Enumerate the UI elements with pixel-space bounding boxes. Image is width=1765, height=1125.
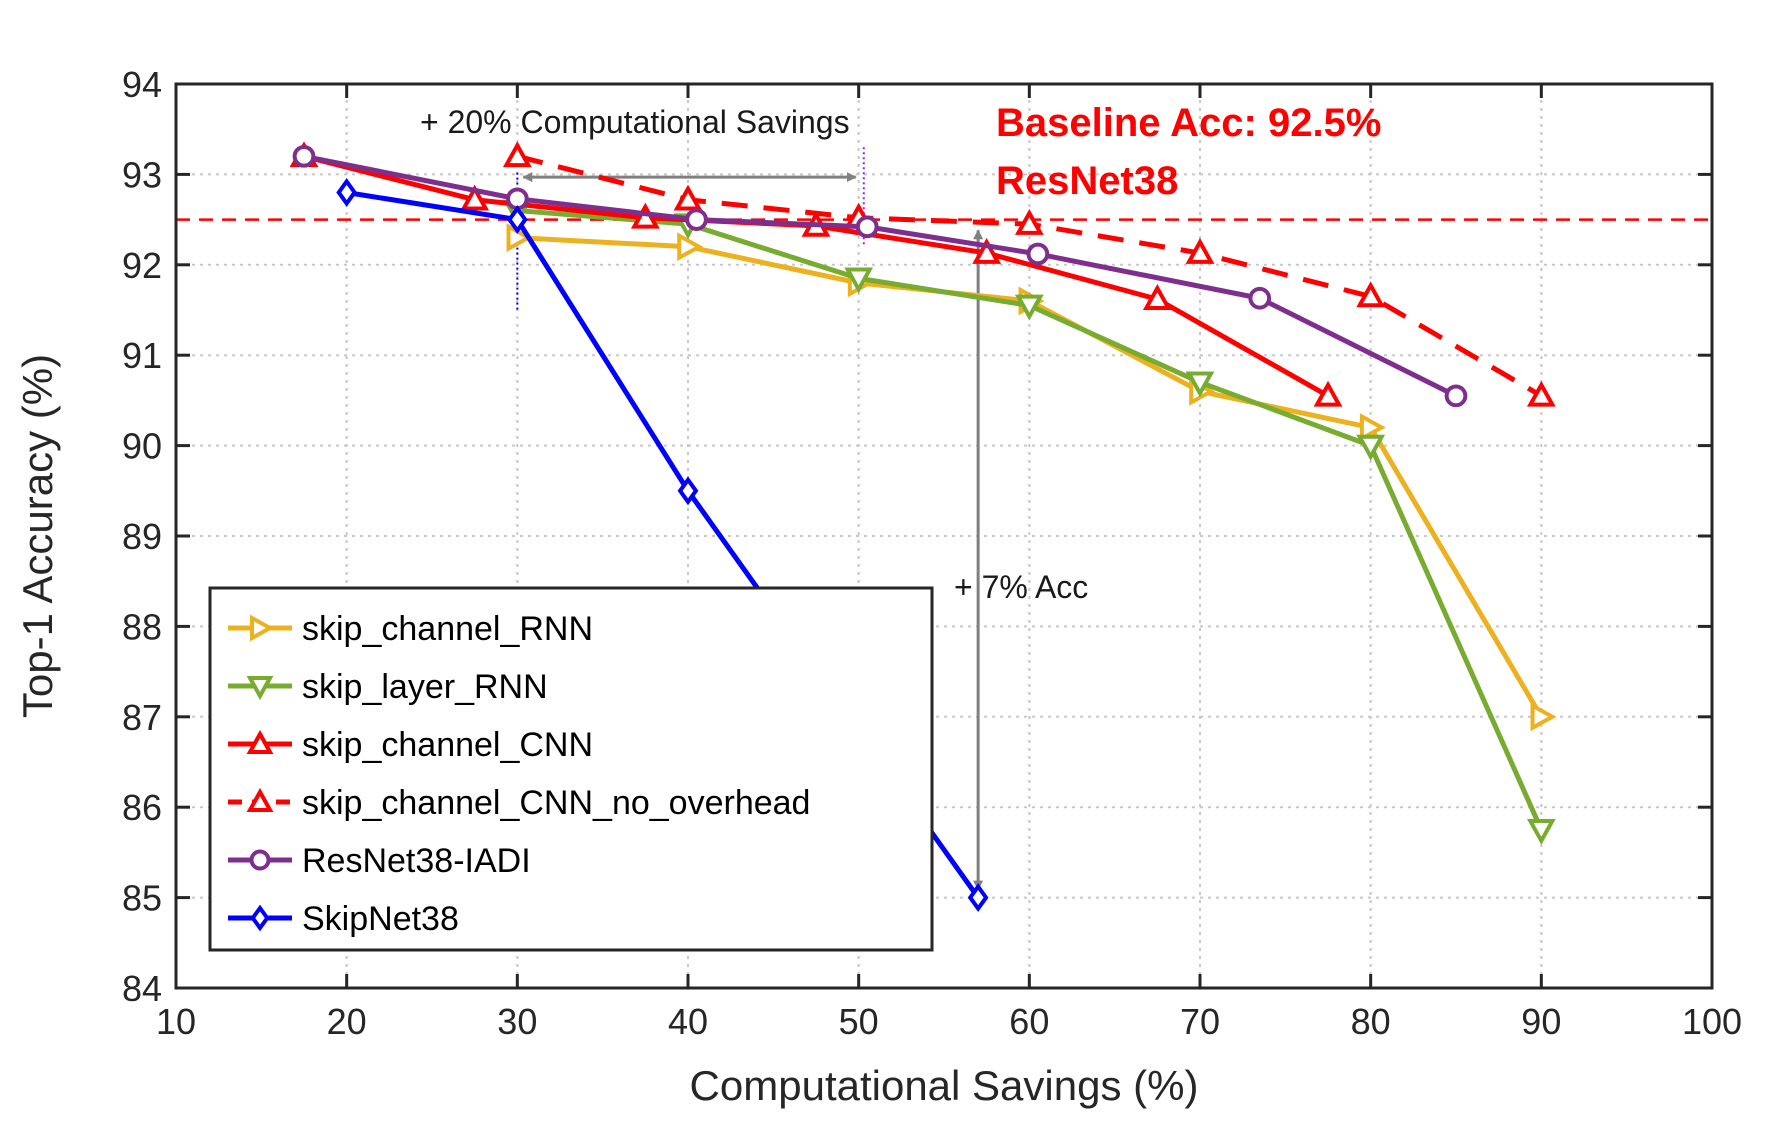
y-tick-label: 89	[122, 516, 162, 557]
y-tick-label: 91	[122, 335, 162, 376]
data-point-skip_layer_RNN	[844, 267, 874, 294]
y-tick-label: 88	[122, 606, 162, 647]
data-point-skip_channel_RNN	[1530, 702, 1557, 732]
legend-label: SkipNet38	[302, 900, 459, 938]
accuracy-annotation-label: + 7% Acc	[954, 569, 1088, 605]
data-point-ResNet38-IADI	[1444, 384, 1468, 408]
x-tick-label: 90	[1521, 1001, 1561, 1042]
y-tick-label: 84	[122, 968, 162, 1009]
legend-label: ResNet38-IADI	[302, 842, 531, 880]
data-point-skip_channel_RNN	[1359, 413, 1386, 442]
legend-box	[208, 586, 934, 952]
y-tick-label: 92	[122, 245, 162, 286]
x-tick-label: 60	[1009, 1001, 1049, 1042]
baseline-label: Baseline Acc: 92.5%	[996, 101, 1381, 145]
x-tick-label: 100	[1682, 1001, 1742, 1042]
legend-entry: skip_channel_CNN_no_overhead	[228, 784, 810, 822]
data-point-skip_channel_CNN	[460, 184, 490, 211]
x-tick-label: 50	[839, 1001, 879, 1042]
y-axis-label: Top-1 Accuracy (%)	[14, 354, 61, 718]
legend-entry: skip_layer_RNN	[228, 668, 548, 706]
y-tick-label: 86	[122, 787, 162, 828]
data-point-SkipNet38	[677, 476, 699, 506]
axis-ticks: 10 20 30 40 50 60 70 80 90 100 84 85 86 87 88 89 90 91 92 9…	[122, 64, 1742, 1042]
data-point-ResNet38-IADI	[1248, 286, 1272, 310]
data-point-SkipNet38	[506, 205, 528, 235]
y-tick-label: 85	[122, 878, 162, 919]
x-tick-label: 40	[668, 1001, 708, 1042]
annotations	[516, 147, 984, 891]
legend-marker-skip_channel_CNN_no_overhead	[246, 787, 274, 812]
x-tick-label: 10	[156, 1001, 196, 1042]
legend-label: skip_channel_RNN	[302, 610, 593, 648]
data-point-ResNet38-IADI	[292, 144, 316, 168]
data-point-skip_channel_CNN	[1313, 380, 1343, 407]
data-point-ResNet38-IADI	[685, 208, 708, 231]
x-tick-label: 30	[497, 1001, 537, 1042]
legend-entry: skip_channel_CNN	[228, 726, 593, 764]
savings-annotation-label: + 20% Computational Savings	[420, 104, 850, 140]
x-axis-label: Computational Savings (%)	[690, 1062, 1199, 1109]
y-tick-label: 94	[122, 64, 162, 105]
series-ResNet38-IADI	[292, 144, 1468, 408]
x-tick-label: 70	[1180, 1001, 1220, 1042]
legend-label: skip_channel_CNN	[302, 726, 593, 764]
y-tick-label: 90	[122, 426, 162, 467]
data-point-skip_channel_CNN_no_overhead	[673, 184, 703, 211]
legend-entry: ResNet38-IADI	[228, 842, 531, 880]
legend-marker-ResNet38-IADI	[249, 849, 271, 871]
data-point-skip_channel_CNN_no_overhead	[1526, 380, 1556, 407]
data-point-skip_layer_RNN	[1526, 819, 1556, 845]
data-point-skip_layer_RNN	[1185, 371, 1215, 398]
x-tick-label: 80	[1351, 1001, 1391, 1042]
data-point-SkipNet38	[336, 178, 358, 207]
x-tick-label: 20	[327, 1001, 367, 1042]
data-point-ResNet38-IADI	[1026, 242, 1050, 266]
legend-marker-skip_layer_RNN	[246, 676, 274, 701]
data-point-ResNet38-IADI	[855, 215, 879, 239]
legend: skip_channel_RNN skip_layer_RNN skip_chann…	[208, 586, 934, 952]
data-point-skip_channel_CNN_no_overhead	[1014, 209, 1044, 235]
legend-label: skip_layer_RNN	[302, 668, 548, 706]
legend-marker-skip_channel_CNN	[246, 729, 274, 754]
baseline-model-label: ResNet38	[996, 159, 1178, 203]
data-point-skip_channel_CNN_no_overhead	[1185, 237, 1215, 264]
data-point-skip_channel_CNN	[972, 237, 1002, 264]
y-tick-label: 93	[122, 154, 162, 195]
y-tick-label: 87	[122, 697, 162, 738]
legend-marker-SkipNet38	[250, 904, 270, 932]
data-point-SkipNet38	[967, 883, 989, 913]
legend-label: skip_channel_CNN_no_overhead	[302, 784, 810, 822]
legend-entry: skip_channel_RNN	[228, 610, 593, 648]
data-point-skip_layer_RNN	[1014, 294, 1044, 321]
data-point-skip_layer_RNN	[1356, 434, 1386, 461]
data-point-skip_channel_CNN	[1142, 284, 1172, 310]
data-point-skip_channel_RNN	[677, 232, 704, 262]
data-point-skip_channel_CNN_no_overhead	[1356, 281, 1386, 308]
legend-entry: SkipNet38	[228, 900, 459, 938]
data-point-skip_channel_CNN_no_overhead	[502, 141, 532, 168]
legend-marker-skip_channel_RNN	[250, 614, 275, 642]
